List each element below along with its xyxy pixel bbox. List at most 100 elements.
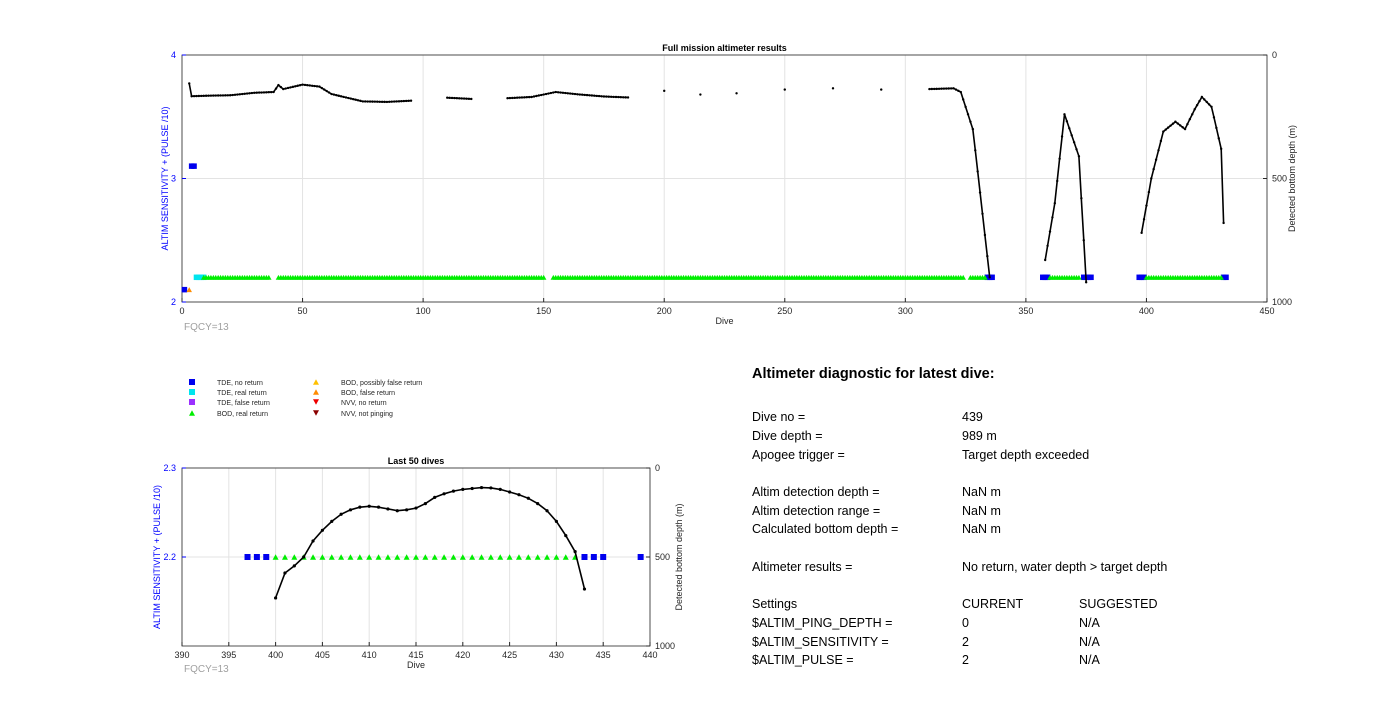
bottom-depth-point [192, 94, 196, 98]
bottom-depth-point [1212, 116, 1216, 119]
bottom-depth-point [461, 487, 465, 491]
bottom-depth-point [460, 97, 463, 100]
data-marker [459, 554, 466, 560]
bottom-depth-point [470, 486, 474, 491]
bottom-depth-point [224, 94, 227, 97]
bottom-depth-point [407, 99, 410, 103]
bottom-depth-point [981, 212, 984, 215]
x-tick-label: 425 [502, 650, 517, 660]
legend-label: BOD, possibly false return [341, 380, 422, 387]
bottom-depth-line [1140, 95, 1225, 233]
bottom-depth-point [221, 94, 225, 97]
bottom-depth-point [1210, 105, 1213, 109]
diag-row-det-range: Altim detection range = NaN m [752, 501, 1372, 520]
data-marker [497, 554, 504, 560]
bottom-depth-point [582, 587, 587, 591]
bottom-depth-point [397, 100, 401, 103]
data-marker [244, 554, 251, 560]
bottom-depth-point [593, 94, 596, 97]
value: Target depth exceeded [962, 447, 1090, 462]
bottom-depth-point [202, 94, 205, 98]
data-marker [347, 554, 354, 560]
x-tick-label: 415 [408, 650, 423, 660]
data-marker [291, 554, 298, 560]
legend-marker [189, 389, 195, 395]
data-marker [478, 554, 485, 560]
x-tick-label: 250 [777, 306, 792, 316]
bottom-depth-point [605, 95, 608, 98]
bottom-depth-point [433, 495, 437, 499]
x-tick-label: 350 [1018, 306, 1033, 316]
bottom-depth-point [545, 509, 549, 513]
legend-marker [313, 389, 319, 395]
bottom-depth-point [554, 90, 557, 94]
bottom-depth-point [286, 86, 290, 90]
data-marker [422, 554, 429, 560]
bottom-depth-line [929, 87, 991, 278]
bottom-depth-point [978, 191, 982, 194]
data-marker [191, 163, 197, 169]
diag-row-results: Altimeter results = No return, water dept… [752, 558, 1372, 577]
bottom-depth-point [880, 88, 883, 91]
bottom-depth-point [559, 91, 562, 94]
x-tick-label: 0 [179, 306, 184, 316]
x-tick-label: 150 [536, 306, 551, 316]
data-marker [394, 554, 401, 560]
bottom-depth-point [339, 95, 343, 98]
bottom-depth-point [626, 96, 630, 99]
bottom-depth-point [699, 93, 702, 96]
current: 2 [962, 653, 969, 668]
x-tick-label: 435 [596, 650, 611, 660]
bottom-depth-point [306, 84, 309, 87]
bottom-depth-point [354, 98, 357, 101]
chart-title: Last 50 dives [388, 456, 445, 466]
bottom-depth-point [390, 100, 393, 103]
bottom-depth-point [508, 490, 512, 494]
bottom-depth-point [1200, 95, 1204, 99]
bottom-depth-point [368, 100, 372, 103]
bottom-depth-point [347, 96, 350, 100]
bottom-depth-point [284, 87, 287, 90]
bottom-depth-point [320, 86, 324, 90]
bottom-depth-point [238, 93, 242, 96]
bottom-depth-point [279, 85, 283, 89]
value: No return, water depth > target depth [962, 559, 1168, 574]
bottom-depth-point [332, 93, 336, 96]
bottom-depth-point [358, 505, 362, 509]
bottom-depth-point [351, 97, 355, 101]
data-marker [272, 554, 279, 560]
bottom-depth-point [337, 94, 340, 97]
bottom-depth-point [348, 508, 353, 512]
x-tick-label: 405 [315, 650, 330, 660]
bottom-depth-point [311, 84, 314, 87]
bottom-depth-point [270, 90, 273, 94]
legend-marker [313, 410, 319, 416]
x-tick-label: 200 [657, 306, 672, 316]
bottom-depth-point [783, 88, 786, 91]
label: $ALTIM_PING_DEPTH = [752, 615, 893, 630]
x-tick-label: 300 [898, 306, 913, 316]
label: $ALTIM_PULSE = [752, 653, 854, 668]
bottom-depth-point [282, 87, 285, 91]
bottom-depth-point [190, 95, 193, 98]
data-marker [506, 554, 513, 560]
suggested: N/A [1079, 653, 1100, 668]
x-tick-label: 440 [642, 650, 657, 660]
bottom-depth-point [959, 90, 962, 94]
diag-row-settings-header: Settings CURRENT SUGGESTED [752, 595, 1372, 614]
bottom-depth-point [530, 95, 533, 99]
bottom-depth-point [455, 97, 459, 100]
legend-label: NVV, not pinging [341, 411, 393, 418]
bottom-depth-point [458, 97, 461, 100]
data-marker [525, 554, 532, 560]
bottom-depth-point [448, 96, 451, 100]
bottom-depth-point [204, 94, 208, 97]
label: Altimeter results = [752, 559, 853, 574]
value: 439 [962, 410, 983, 425]
bottom-depth-point [1207, 103, 1211, 106]
bottom-depth-point [969, 120, 972, 123]
bottom-depth-point [1183, 127, 1187, 131]
bottom-depth-point [1147, 190, 1151, 194]
bottom-depth-point [465, 97, 468, 100]
bottom-depth-point [197, 94, 201, 98]
